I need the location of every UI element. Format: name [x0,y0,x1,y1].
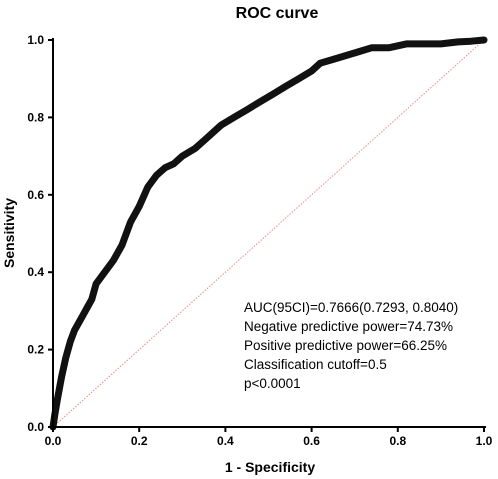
x-tick-label: 0.6 [303,434,320,448]
x-tick-label: 1.0 [476,434,493,448]
chart-title: ROC curve [236,5,319,22]
roc-curve-line [49,36,488,431]
y-tick-label: 0.6 [27,188,44,202]
y-tick-label: 1.0 [27,33,44,47]
annotation-ppv: Positive predictive power=66.25% [244,338,447,353]
annotation-cutoff: Classification cutoff=0.5 [244,357,387,372]
annotation-p-value: p<0.0001 [244,376,301,391]
annotation-npv: Negative predictive power=74.73% [244,319,453,334]
y-tick-label: 0.2 [27,343,44,357]
y-tick-label: 0.8 [27,110,44,124]
x-axis-label: 1 - Specificity [225,459,315,475]
x-tick-label: 0.4 [217,434,234,448]
y-tick-label: 0.0 [27,420,44,434]
y-tick-label: 0.4 [27,265,44,279]
annotation-block: AUC(95CI)=0.7666(0.7293, 0.8040) Negativ… [244,300,458,391]
x-tick-label: 0.2 [131,434,148,448]
plot-area: 0.0 0.2 0.4 0.6 0.8 1.0 0.0 0.2 0.4 0.6 0.8 1.0 [27,33,492,448]
reference-diagonal-line [52,39,485,428]
x-tick-label: 0.0 [45,434,62,448]
annotation-auc: AUC(95CI)=0.7666(0.7293, 0.8040) [244,300,458,315]
x-tick-label: 0.8 [389,434,406,448]
y-axis-label: Sensitivity [1,198,17,268]
